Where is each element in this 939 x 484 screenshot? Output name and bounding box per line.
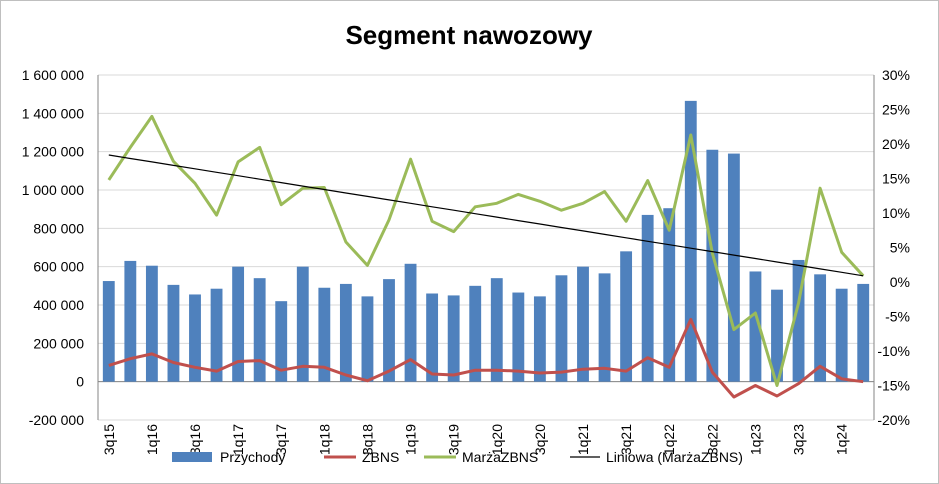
bar-przychody [339, 283, 352, 382]
left-tick-label: 800 000 [33, 220, 84, 236]
left-tick-label: 600 000 [33, 259, 84, 275]
x-tick-label: 1q19 [403, 424, 419, 455]
right-tick-label: 30% [882, 67, 910, 83]
x-tick-label: 3q16 [187, 424, 203, 455]
x-tick-label: 3q22 [704, 424, 720, 455]
bar-przychody [684, 100, 697, 382]
x-tick-label: 1q20 [489, 424, 505, 455]
bar-przychody [620, 251, 633, 382]
left-tick-label: 1 600 000 [22, 67, 84, 83]
bar-przychody [490, 278, 503, 382]
x-tick-label: 1q24 [834, 424, 850, 455]
left-tick-label: 1 000 000 [22, 182, 84, 198]
legend-item: MarżaZBNS [424, 449, 538, 465]
x-tick-label: 3q21 [618, 424, 634, 455]
x-axis-labels: 3q15 1q16 3q16 1q17 3q17 1q18 3q18 1q19 3q19 1q20… [101, 424, 850, 455]
series-lines [107, 114, 865, 399]
left-tick-label: 1 200 000 [22, 144, 84, 160]
bar-przychody [512, 292, 525, 382]
bar-przychody [663, 208, 676, 382]
legend-item: Przychody [172, 449, 285, 465]
bar-przychody [383, 279, 395, 382]
bar-przychody [771, 289, 783, 382]
left-tick-label: 1 400 000 [22, 105, 84, 121]
x-tick-label: 3q20 [532, 424, 548, 455]
line-trend-marzazbns [108, 154, 864, 277]
line-zbns [108, 317, 864, 399]
bar-przychody [835, 288, 848, 382]
bar-przychody [361, 296, 374, 382]
bar-przychody [641, 214, 654, 382]
left-tick-label: 400 000 [33, 297, 84, 313]
bar-przychody [189, 294, 201, 382]
right-tick-label: -20% [877, 412, 910, 428]
legend-label: Przychody [220, 449, 285, 465]
right-tick-label: 20% [882, 136, 910, 152]
bar-przychody [469, 285, 482, 382]
bars-przychody [102, 100, 870, 382]
x-tick-label: 3q19 [446, 424, 462, 455]
bar-przychody [253, 278, 266, 382]
right-tick-label: -15% [877, 378, 910, 394]
left-tick-label: -200 000 [29, 412, 84, 428]
bar-przychody [145, 265, 158, 382]
bar-przychody [447, 295, 460, 382]
x-tick-label: 1q22 [661, 424, 677, 455]
x-tick-label: 1q21 [575, 424, 591, 455]
legend-item: ZBNS [324, 449, 399, 465]
bar-przychody [102, 281, 115, 382]
line-marzazbns [107, 114, 865, 387]
legend-label: MarżaZBNS [462, 449, 538, 465]
x-tick-label: 1q18 [316, 424, 332, 455]
bar-przychody [727, 153, 740, 382]
legend-label: ZBNS [362, 449, 399, 465]
right-tick-label: -10% [877, 343, 910, 359]
right-axis-labels: -20% -15% -10% -5% 0% 5% 10% 15% 20% 25% 30% [877, 67, 910, 428]
bar-przychody [792, 259, 805, 382]
bar-przychody [167, 284, 180, 382]
left-tick-label: 0 [76, 374, 84, 390]
right-tick-label: 5% [890, 240, 910, 256]
left-tick-label: 200 000 [33, 335, 84, 351]
right-tick-label: -5% [885, 309, 910, 325]
bar-przychody [598, 273, 611, 382]
right-tick-label: 25% [882, 102, 910, 118]
legend-item: Liniowa (MarżaZBNS) [570, 449, 743, 465]
bar-przychody [318, 287, 331, 382]
bar-przychody [404, 263, 417, 382]
chart-title: Segment nawozowy [345, 20, 593, 50]
left-axis-labels: -200 000 0 200 000 400 000 600 000 800 000 1 0… [22, 67, 85, 428]
bar-przychody [814, 274, 827, 382]
legend-swatch [172, 452, 212, 462]
bar-przychody [706, 149, 719, 382]
bar-przychody [296, 266, 309, 382]
right-tick-label: 15% [882, 171, 910, 187]
bar-przychody [533, 296, 546, 382]
bar-przychody [232, 266, 245, 382]
right-tick-label: 0% [890, 274, 910, 290]
bar-przychody [275, 301, 288, 382]
x-tick-label: 1q16 [144, 424, 160, 455]
bar-przychody [749, 271, 762, 382]
x-tick-label: 3q18 [359, 424, 375, 455]
legend: Przychody ZBNS MarżaZBNS Liniowa (MarżaZBNS… [172, 449, 743, 465]
x-tick-label: 1q23 [747, 424, 763, 455]
x-tick-label: 3q17 [273, 424, 289, 455]
right-tick-label: 10% [882, 205, 910, 221]
x-tick-label: 3q23 [791, 424, 807, 455]
bar-przychody [857, 283, 870, 382]
bar-przychody [124, 260, 137, 382]
bar-przychody [426, 293, 439, 382]
bar-przychody [210, 288, 223, 382]
bar-przychody [577, 266, 589, 382]
x-tick-label: 1q17 [230, 424, 246, 455]
bar-przychody [555, 275, 568, 382]
x-tick-label: 3q15 [101, 424, 117, 455]
legend-label: Liniowa (MarżaZBNS) [606, 449, 743, 465]
gridlines [97, 74, 875, 421]
